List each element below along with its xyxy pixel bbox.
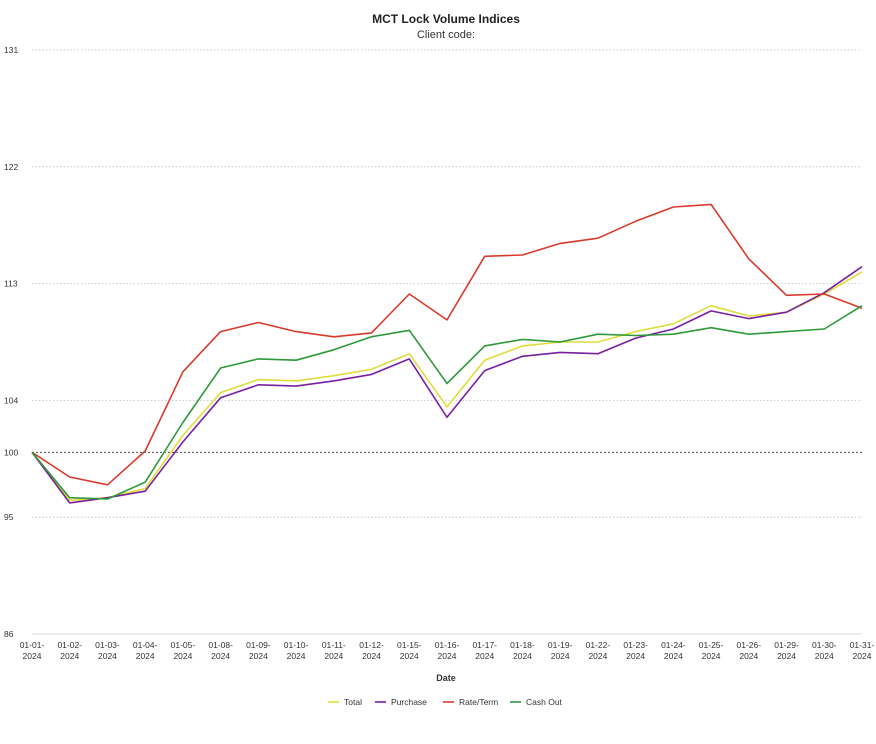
x-axis-label: Date <box>436 673 456 683</box>
y-tick-label: 95 <box>4 512 14 522</box>
x-tick-label: 01-04-2024 <box>133 640 158 661</box>
x-tick-label: 01-01-2024 <box>20 640 45 661</box>
legend-entry[interactable]: Total <box>344 697 362 707</box>
y-tick-label: 131 <box>4 45 18 55</box>
y-axis-ticks: 86 95 100 104 113 122 131 <box>4 45 18 639</box>
x-tick-label: 01-30-2024 <box>812 640 837 661</box>
y-tick-label: 113 <box>4 279 18 289</box>
x-tick-label: 01-24-2024 <box>661 640 686 661</box>
y-tick-label: 86 <box>4 629 14 639</box>
legend-entry[interactable]: Purchase <box>391 697 427 707</box>
x-tick-label: 01-25-2024 <box>699 640 724 661</box>
x-tick-label: 01-18-2024 <box>510 640 535 661</box>
x-tick-label: 01-11-2024 <box>322 640 346 661</box>
grid <box>32 49 862 635</box>
x-tick-label: 01-15-2024 <box>397 640 422 661</box>
x-tick-label: 01-26-2024 <box>737 640 762 661</box>
x-tick-label: 01-31-2024 <box>850 640 875 661</box>
series-line-cash-out <box>31 305 863 500</box>
x-tick-label: 01-23-2024 <box>623 640 648 661</box>
x-tick-label: 01-16-2024 <box>435 640 460 661</box>
series-line-rate-term <box>31 203 863 486</box>
legend-entry[interactable]: Cash Out <box>526 697 563 707</box>
x-axis-ticks: 01-01-2024 01-02-2024 01-03-2024 01-04-2024… <box>20 640 875 661</box>
y-tick-label: 104 <box>4 395 18 405</box>
chart-subtitle: Client code: <box>417 29 475 41</box>
x-tick-label: 01-19-2024 <box>548 640 573 661</box>
x-tick-label: 01-05-2024 <box>171 640 196 661</box>
series-line-total <box>31 271 863 502</box>
y-tick-label: 100 <box>4 447 18 457</box>
x-tick-label: 01-17-2024 <box>472 640 497 661</box>
x-tick-label: 01-10-2024 <box>284 640 309 661</box>
x-tick-label: 01-03-2024 <box>95 640 120 661</box>
series-lines <box>31 203 863 504</box>
x-tick-label: 01-09-2024 <box>246 640 271 661</box>
series-line-purchase <box>31 266 863 504</box>
x-tick-label: 01-29-2024 <box>774 640 799 661</box>
x-tick-label: 01-08-2024 <box>208 640 233 661</box>
x-tick-label: 01-22-2024 <box>586 640 611 661</box>
legend-entry[interactable]: Rate/Term <box>459 697 498 707</box>
x-tick-label: 01-12-2024 <box>359 640 384 661</box>
x-tick-label: 01-02-2024 <box>57 640 82 661</box>
chart-title: MCT Lock Volume Indices <box>372 12 520 26</box>
y-tick-label: 122 <box>4 162 18 172</box>
legend: Total Purchase Rate/Term Cash Out <box>328 697 563 707</box>
